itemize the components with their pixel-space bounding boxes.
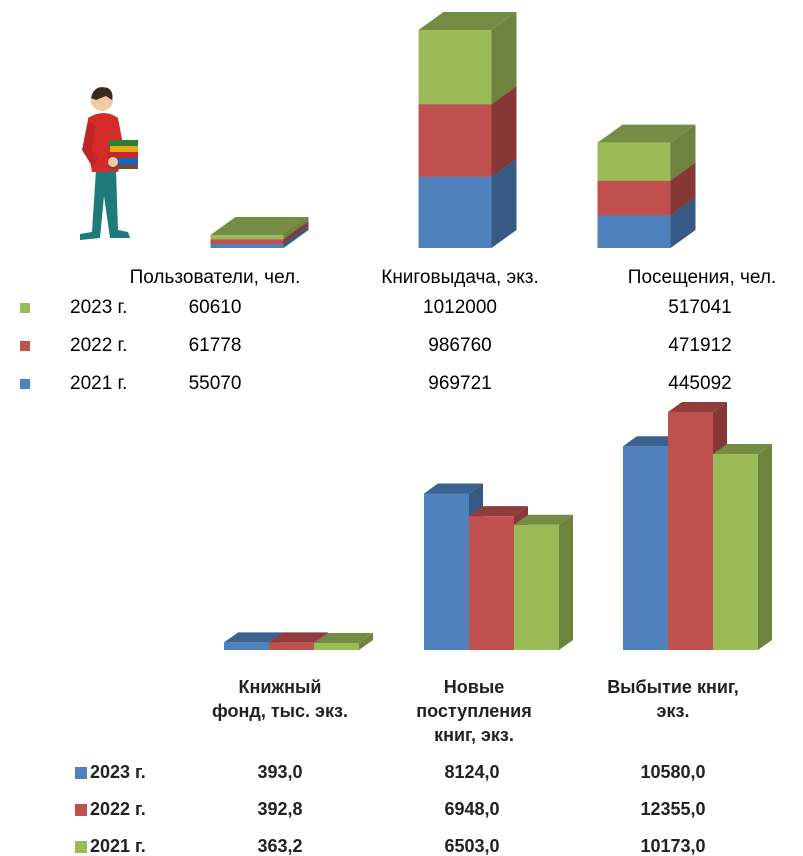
category-label: поступления	[416, 701, 531, 721]
legend-swatch	[20, 303, 30, 313]
bar	[623, 446, 668, 650]
bar-top	[269, 632, 328, 643]
bar-top	[224, 632, 283, 643]
bar-side	[559, 514, 573, 650]
legend-swatch	[20, 379, 30, 389]
value-label: 6503,0	[444, 836, 499, 856]
bar-side	[491, 158, 517, 248]
bar	[418, 30, 492, 105]
bar	[514, 524, 559, 650]
bar	[210, 243, 284, 248]
bar	[597, 215, 671, 248]
bar	[210, 234, 284, 240]
category-label: Новые	[444, 677, 504, 697]
bar	[269, 642, 314, 650]
bar-top	[597, 124, 696, 143]
value-label: 986760	[428, 335, 491, 356]
bar-side	[670, 162, 696, 216]
bar-side	[359, 633, 373, 650]
bar	[418, 104, 492, 177]
bar-top	[469, 506, 528, 517]
bar-top	[424, 483, 483, 494]
bar-top	[668, 402, 727, 412]
category-label: Книжный	[239, 677, 322, 697]
value-label: 10173,0	[640, 836, 705, 856]
bar	[210, 239, 284, 244]
bar	[418, 176, 492, 248]
bar	[668, 412, 713, 650]
value-label: 471912	[668, 335, 731, 356]
category-label: фонд, тыс. экз.	[212, 701, 348, 721]
value-label: 393,0	[257, 762, 302, 782]
value-label: 55070	[189, 373, 242, 394]
legend-label: 2023 г.	[90, 762, 146, 782]
value-label: 445092	[668, 373, 731, 394]
bar	[469, 516, 514, 650]
bar	[224, 642, 269, 650]
legend-swatch	[75, 767, 87, 779]
legend-swatch	[20, 341, 30, 351]
category-label: Пользователи, чел.	[130, 267, 301, 288]
value-label: 61778	[189, 335, 242, 356]
bar-top	[623, 436, 682, 447]
value-label: 392,8	[257, 799, 302, 819]
bar-side	[758, 444, 772, 650]
bar-top	[418, 12, 517, 30]
value-label: 60610	[189, 297, 242, 318]
category-label: Посещения, чел.	[628, 267, 776, 288]
bar-top	[314, 633, 373, 644]
value-label: 12355,0	[640, 799, 705, 819]
category-label: книг, экз.	[434, 725, 514, 745]
bar-side	[670, 197, 696, 248]
value-label: 969721	[428, 373, 491, 394]
bar	[314, 643, 359, 650]
bar-top	[514, 514, 573, 525]
legend-label: 2021 г.	[70, 373, 127, 394]
bar-side	[491, 12, 517, 105]
value-label: 10580,0	[640, 762, 705, 782]
bar	[597, 142, 671, 181]
legend-label: 2022 г.	[90, 799, 146, 819]
bar-top	[210, 216, 309, 235]
bar-side	[283, 225, 309, 248]
bar	[713, 454, 758, 650]
value-label: 363,2	[257, 836, 302, 856]
category-label: экз.	[657, 701, 690, 721]
legend-label: 2022 г.	[70, 335, 127, 356]
legend-label: 2023 г.	[70, 297, 127, 318]
value-label: 517041	[668, 297, 731, 318]
bar-side	[491, 86, 517, 177]
bar	[597, 180, 671, 216]
bar-side	[670, 124, 696, 181]
category-label: Книговыдача, экз.	[381, 267, 538, 288]
value-label: 1012000	[423, 297, 497, 318]
bar-top	[713, 444, 772, 455]
category-label: Выбытие книг,	[607, 677, 739, 697]
bar-side	[283, 221, 309, 244]
value-label: 6948,0	[444, 799, 499, 819]
person-icon	[80, 87, 138, 240]
legend-swatch	[75, 841, 87, 853]
bar	[424, 493, 469, 650]
legend-swatch	[75, 804, 87, 816]
legend-label: 2021 г.	[90, 836, 146, 856]
bar-side	[283, 216, 309, 240]
value-label: 8124,0	[444, 762, 499, 782]
